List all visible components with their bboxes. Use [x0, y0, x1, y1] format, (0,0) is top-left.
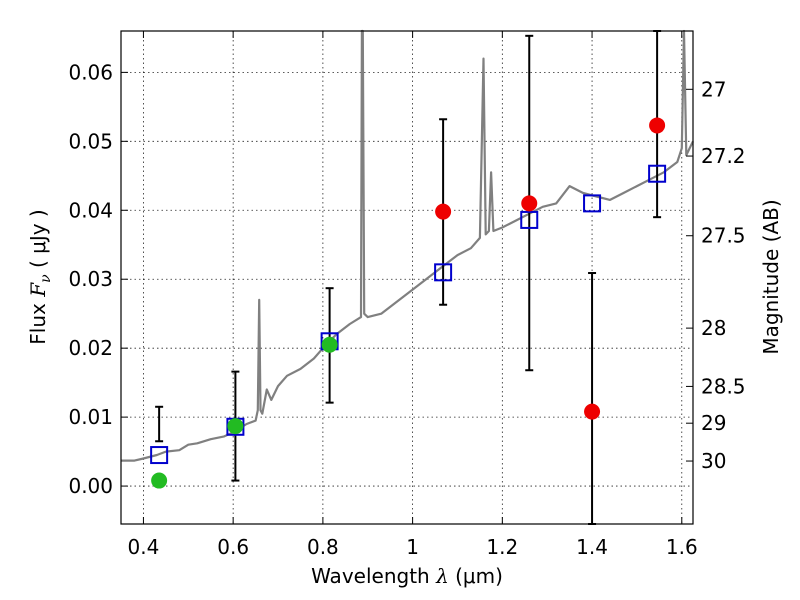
model-square [520, 210, 539, 229]
y-axis-ticks: 0.00 0.01 0.02 0.03 0.04 0.05 0.06 [68, 60, 128, 498]
model-square [648, 164, 667, 183]
y2-tick-label: 27.2 [701, 144, 746, 168]
model-square [150, 446, 169, 465]
observed-points [151, 117, 666, 489]
optical-point [151, 472, 168, 489]
detection-point [584, 403, 601, 420]
y2-tick-label: 28 [701, 316, 726, 340]
spectrum-line [121, 29, 694, 462]
y2-axis-label: Magnitude (AB) [759, 199, 783, 354]
y2-axis-ticks: 27 27.2 27.5 28 28.5 29 30 [686, 77, 746, 473]
model-square [583, 194, 602, 213]
x-tick-label: 0.4 [128, 535, 160, 559]
x-tick-label: 0.6 [217, 535, 249, 559]
x-tick-label: 1.6 [666, 535, 698, 559]
y-tick-label: 0.06 [68, 60, 113, 84]
x-tick-label: 1 [406, 535, 419, 559]
y-tick-label: 0.04 [68, 198, 113, 222]
x-axis-label: Wavelength λ (μm) [311, 564, 503, 588]
x-tick-label: 0.8 [307, 535, 339, 559]
model-square [434, 263, 453, 282]
detection-point [435, 203, 452, 220]
detection-point [521, 195, 538, 212]
grid-lines [121, 31, 693, 524]
x-tick-label: 1.4 [576, 535, 608, 559]
y2-tick-label: 30 [701, 449, 726, 473]
y2-tick-label: 28.5 [701, 374, 746, 398]
optical-point [227, 418, 244, 435]
y2-tick-label: 27 [701, 77, 726, 101]
y-axis-label: Flux Fν ( μJy ) [26, 209, 54, 344]
x-tick-label: 1.2 [486, 535, 518, 559]
y-tick-label: 0.01 [68, 405, 113, 429]
spectrum-series [121, 29, 694, 462]
detection-point [649, 117, 666, 134]
y2-tick-label: 27.5 [701, 224, 746, 248]
y-tick-label: 0.00 [68, 474, 113, 498]
optical-point [321, 336, 338, 353]
plot-frame [120, 30, 694, 525]
y-tick-label: 0.05 [68, 129, 113, 153]
x-axis-ticks: 0.4 0.6 0.8 1 1.2 1.4 1.6 [128, 31, 698, 559]
y-tick-label: 0.03 [68, 267, 113, 291]
y-tick-label: 0.02 [68, 336, 113, 360]
error-bars [155, 30, 662, 525]
y2-tick-label: 29 [701, 411, 726, 435]
